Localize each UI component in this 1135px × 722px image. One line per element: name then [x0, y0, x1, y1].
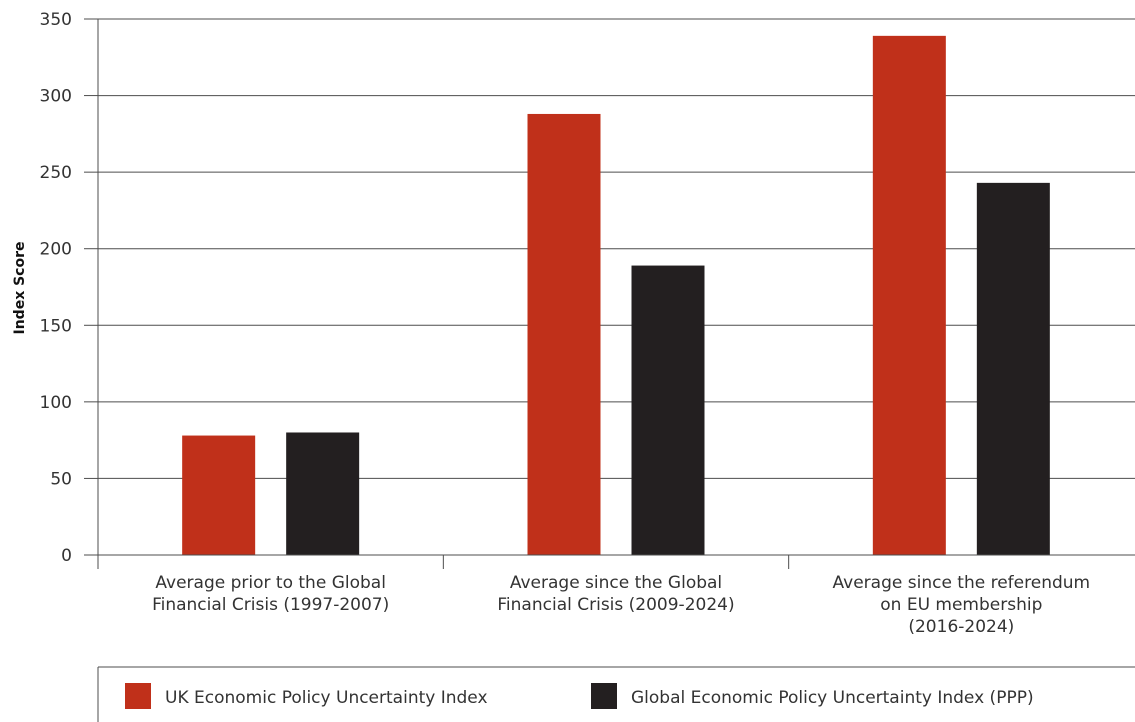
bar-uk-2 [527, 113, 601, 555]
y-tick-label: 250 [40, 163, 72, 183]
legend-label-global: Global Economic Policy Uncertainty Index… [631, 688, 1034, 708]
y-tick-label: 300 [40, 87, 72, 107]
x-category-label-line: Average since the Global [510, 573, 722, 593]
x-category-label-line: on EU membership [880, 595, 1042, 615]
y-tick-label: 0 [61, 546, 72, 566]
legend-swatch-global [591, 683, 617, 709]
legend: UK Economic Policy Uncertainty Index Glob… [97, 666, 1135, 722]
x-category-label: Average since the Global Financial Crisis… [497, 573, 734, 615]
y-tick-label: 100 [40, 393, 72, 413]
axes: 0 50 100 150 200 250 300 350 Average prior to th… [40, 10, 1135, 637]
x-category-label-line: Financial Crisis (2009-2024) [497, 595, 734, 615]
y-tick-label: 150 [40, 316, 72, 336]
bar-uk-3 [872, 35, 946, 556]
x-category-label-line: Financial Crisis (1997-2007) [152, 595, 389, 615]
bars [182, 35, 1050, 556]
x-category-label: Average since the referendum on EU member… [833, 573, 1091, 637]
legend-swatch-uk [125, 683, 151, 709]
y-tick-label: 200 [40, 240, 72, 260]
x-category-label-line: Average prior to the Global [155, 573, 386, 593]
bar-global-3 [976, 182, 1050, 555]
bar-uk-1 [182, 435, 256, 555]
y-tick-label: 50 [50, 469, 72, 489]
y-tick-label: 350 [40, 10, 72, 30]
x-category-label-line: Average since the referendum [833, 573, 1091, 593]
x-category-label: Average prior to the Global Financial Cri… [152, 573, 389, 615]
gridlines [98, 18, 1135, 479]
x-category-label-line: (2016-2024) [908, 617, 1014, 637]
legend-label-uk: UK Economic Policy Uncertainty Index [165, 688, 488, 708]
y-axis-title: Index Score [12, 242, 28, 335]
bar-global-1 [286, 432, 360, 555]
bar-global-2 [631, 265, 705, 555]
